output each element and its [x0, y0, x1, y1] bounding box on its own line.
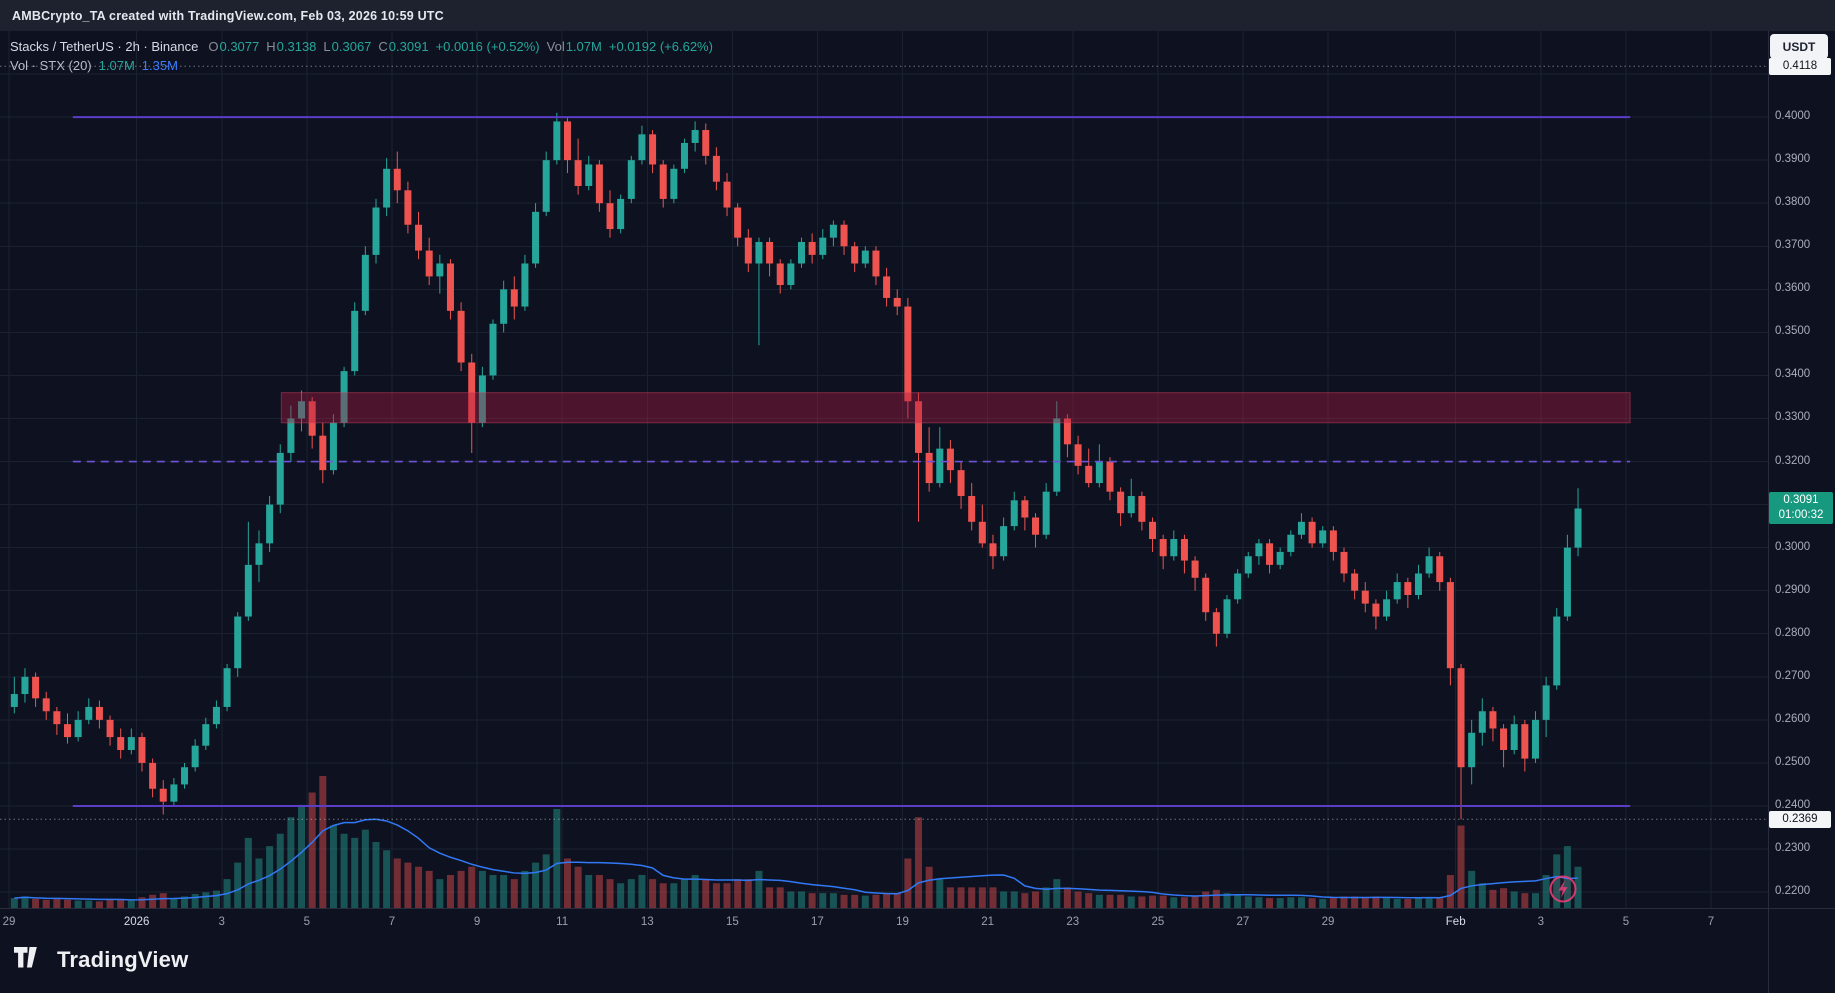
candlestick-chart[interactable]	[0, 31, 1835, 993]
volume-amount: 1.07M	[565, 39, 602, 54]
low-label: L	[323, 39, 331, 54]
price-tick: 0.3900	[1775, 153, 1811, 166]
time-label: 15	[725, 916, 739, 928]
symbol-title[interactable]: Stacks / TetherUS · 2h · Binance	[10, 39, 199, 54]
volume-indicator-title[interactable]: Vol · STX (20)	[10, 58, 92, 73]
price-tick: 0.2700	[1775, 669, 1811, 682]
time-label: 23	[1066, 916, 1080, 928]
time-label: 17	[811, 916, 824, 928]
price-tick: 0.3700	[1775, 239, 1811, 252]
attribution-bar: AMBCrypto_TA created with TradingView.co…	[0, 0, 1835, 31]
high-price: 0.3138	[276, 39, 317, 54]
time-label: 5	[303, 916, 311, 928]
low-value: L 0.3067	[323, 39, 371, 54]
price-tick: 0.2300	[1775, 842, 1811, 855]
range-low-value: 0.2369	[1782, 813, 1818, 826]
time-label: Feb	[1445, 916, 1466, 928]
price-tick: 0.3500	[1775, 325, 1811, 338]
close-value: C 0.3091	[378, 39, 428, 54]
volume-indicator-ma: 1.35M	[141, 58, 178, 73]
volume-ma-line	[14, 818, 1579, 901]
price-tick: 0.3300	[1775, 411, 1811, 424]
candles-layer	[10, 112, 1582, 820]
time-label: 29	[2, 916, 16, 928]
price-tick: 0.3800	[1775, 196, 1811, 209]
time-label: 13	[640, 916, 654, 928]
flash-watermark-icon	[1548, 874, 1578, 909]
time-label: 7	[1707, 916, 1715, 928]
current-price-value: 0.3091	[1783, 494, 1819, 507]
price-tick: 0.3400	[1775, 368, 1811, 381]
price-tick: 0.3600	[1775, 282, 1811, 295]
range-high-value: 0.4118	[1782, 60, 1818, 73]
volume-label: Vol	[546, 39, 565, 54]
tradingview-logo-text: TradingView	[57, 947, 189, 972]
volume-value: Vol 1.07M	[547, 39, 602, 54]
overlays-layer	[0, 65, 1768, 820]
current-price-label: 0.3091 01:00:32	[1769, 492, 1833, 525]
chart-area[interactable]: Stacks / TetherUS · 2h · Binance O 0.3077…	[0, 31, 1835, 993]
open-label: O	[208, 39, 219, 54]
time-axis[interactable]: 29 2026 3 5 7 9 11 13 15 17 19 21 23 25 27 29 Feb 3 5 7	[0, 908, 1768, 938]
time-label: 27	[1236, 916, 1250, 928]
price-tick: 0.2900	[1775, 583, 1811, 596]
price-tick: 0.3000	[1775, 540, 1811, 553]
volume-layer	[10, 776, 1582, 908]
tradingview-logo-icon	[14, 947, 48, 973]
time-label: 3	[218, 916, 225, 928]
tradingview-logo[interactable]: TradingView	[14, 947, 188, 973]
high-value: H 0.3138	[266, 39, 316, 54]
price-tick: 0.2800	[1775, 626, 1811, 639]
price-tick: 0.4000	[1775, 110, 1811, 123]
time-label: 7	[388, 916, 396, 928]
range-low-price-label: 0.2369	[1769, 810, 1831, 828]
close-label: C	[378, 39, 388, 54]
time-label: 2026	[123, 916, 150, 928]
volume-indicator-current: 1.07M	[98, 58, 135, 73]
time-label: 21	[981, 916, 995, 928]
time-label: 9	[473, 916, 481, 928]
close-price: 0.3091	[388, 39, 429, 54]
legend-symbol-row: Stacks / TetherUS · 2h · Binance O 0.3077…	[10, 37, 713, 56]
day-change: +0.0192 (+6.62%)	[608, 39, 713, 54]
axis-separators	[0, 31, 1835, 993]
grid-layer	[0, 31, 1768, 908]
candle-countdown: 01:00:32	[1778, 509, 1824, 522]
price-tick: 0.2200	[1775, 885, 1811, 898]
price-tick: 0.2500	[1775, 755, 1811, 768]
time-label: 25	[1151, 916, 1165, 928]
price-tick: 0.3200	[1775, 454, 1811, 467]
low-price: 0.3067	[331, 39, 372, 54]
attribution-text: AMBCrypto_TA created with TradingView.co…	[12, 8, 444, 23]
time-label: 11	[556, 916, 569, 928]
time-label: 3	[1537, 916, 1544, 928]
chart-legend: Stacks / TetherUS · 2h · Binance O 0.3077…	[10, 37, 713, 75]
currency-toggle-button[interactable]: USDT	[1770, 34, 1828, 59]
high-label: H	[266, 39, 276, 54]
legend-volume-indicator-row: Vol · STX (20) 1.07M 1.35M	[10, 56, 713, 75]
price-axis[interactable]: 0.4000 0.3900 0.3800 0.3700 0.3600 0.3500 0.34…	[1768, 31, 1835, 908]
time-label: 5	[1622, 916, 1630, 928]
range-high-price-label: 0.4118	[1769, 57, 1831, 75]
open-value: O 0.3077	[208, 39, 259, 54]
candle-change: +0.0016 (+0.52%)	[435, 39, 540, 54]
price-tick: 0.2400	[1775, 798, 1811, 811]
time-label: 19	[896, 916, 909, 928]
open-price: 0.3077	[219, 39, 260, 54]
time-label: 29	[1321, 916, 1335, 928]
price-tick: 0.2600	[1775, 712, 1811, 725]
